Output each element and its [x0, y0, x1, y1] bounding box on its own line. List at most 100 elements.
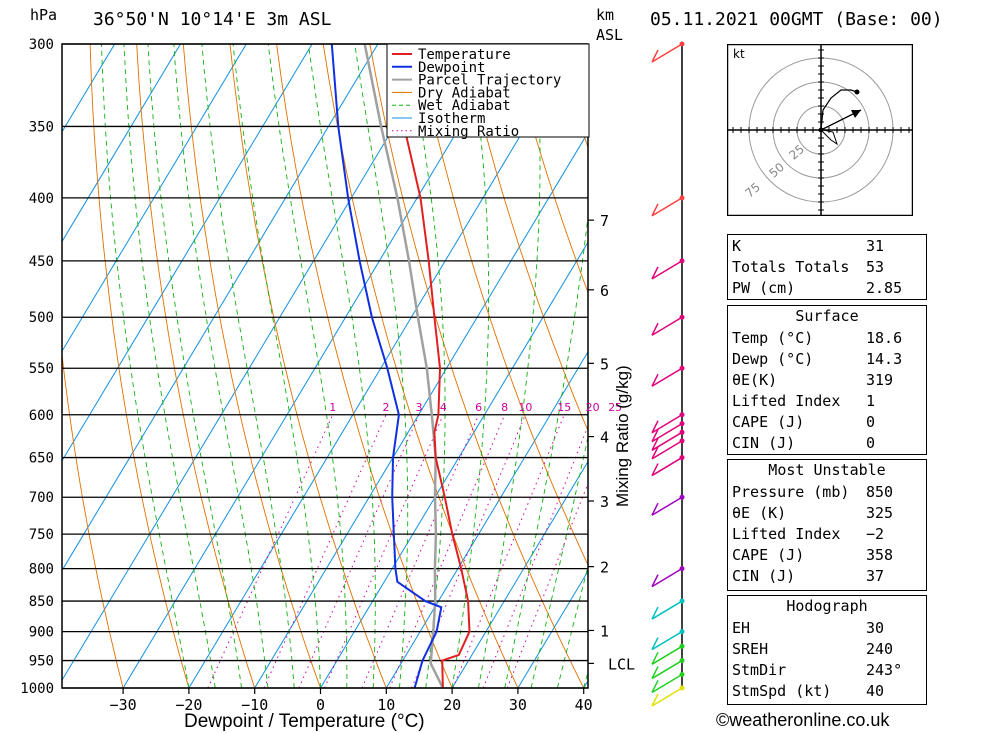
x-tick-label: 10: [377, 696, 395, 714]
surface-cin-value: 0: [866, 433, 876, 452]
legend-label: Dewpoint: [418, 60, 485, 76]
hodograph-low-trace: [820, 129, 838, 146]
legend-box: [386, 43, 590, 138]
wet-adiabat-line: [451, 44, 490, 688]
mixing-ratio-label: 8: [501, 401, 508, 414]
wind-barb-flag: [651, 373, 659, 387]
wind-barb-flag: [651, 574, 659, 587]
pressure-tick-label: 900: [29, 625, 54, 641]
mu-cin-value: 37: [866, 566, 885, 585]
surface-cin-label: CIN (J): [732, 433, 796, 452]
wind-barb: [651, 687, 683, 707]
dry-adiabat-line: [229, 44, 387, 688]
pressure-tick-label: 800: [29, 562, 54, 578]
pressure-tick-label: 450: [29, 254, 54, 270]
wind-barb: [651, 440, 683, 460]
wind-barb-flag: [651, 606, 659, 620]
pw-value: 2.85: [866, 278, 903, 297]
pressure-tick-label: 600: [29, 408, 54, 424]
wet-adiabat-line: [354, 44, 409, 688]
mixing-ratio-label: 1: [329, 401, 336, 414]
pressure-tick-label: 350: [29, 119, 54, 135]
wet-adiabat-line: [504, 212, 588, 688]
wind-barb: [651, 567, 683, 588]
eh-value: 30: [866, 618, 885, 637]
wind-barb: [651, 422, 683, 443]
legend-label: Dry Adiabat: [418, 85, 511, 101]
mu-li-value: −2: [866, 524, 885, 543]
wet-adiabat-line: [173, 44, 269, 688]
k-index-label: K: [732, 236, 742, 255]
mu-thetae-value: 325: [866, 503, 894, 522]
hpa-label: hPa: [30, 6, 58, 24]
x-tick-label: 0: [316, 696, 325, 714]
copyright: ©weatheronline.co.uk: [716, 710, 890, 730]
mixing-ratio-label: 20: [586, 401, 600, 414]
mixing-ratio-line: [506, 482, 588, 688]
temperature-line: [393, 44, 471, 688]
surface-temp-value: 18.6: [866, 328, 903, 347]
isotherm-line: [62, 44, 116, 133]
wet-adiabat-line: [123, 44, 216, 688]
wind-barb-flag: [651, 651, 659, 665]
surface-thetae-label: θE(K): [732, 370, 778, 389]
legend-label: Temperature: [418, 47, 511, 63]
isotherm-line: [451, 460, 588, 688]
eh-label: EH: [732, 618, 751, 637]
mu-cin-label: CIN (J): [732, 566, 796, 585]
mixing-ratio-line: [207, 414, 334, 688]
totals-totals-label: Totals Totals: [732, 257, 850, 276]
wind-barb: [651, 316, 683, 336]
wind-barb-flag: [651, 463, 659, 476]
surface-cape-label: CAPE (J): [732, 412, 805, 431]
surface-cape-value: 0: [866, 412, 876, 431]
pressure-tick-label: 750: [29, 527, 54, 543]
x-tick-label: −10: [241, 696, 268, 714]
km-tick-label: 2: [600, 559, 609, 577]
wet-adiabat-line: [101, 44, 190, 688]
legend-label: Mixing Ratio: [418, 124, 519, 140]
sreh-label: SREH: [732, 639, 769, 658]
surface-temp-label: Temp (°C): [732, 328, 814, 347]
x-tick-label: 20: [443, 696, 461, 714]
wind-barb: [651, 496, 683, 516]
pressure-tick-label: 1000: [20, 681, 54, 697]
km-tick-label: 5: [600, 355, 609, 373]
x-axis-label: Dewpoint / Temperature (°C): [184, 711, 425, 732]
pressure-tick-label: 950: [29, 654, 54, 670]
wind-profile: [651, 41, 685, 707]
wind-barb: [651, 673, 683, 694]
isotherm-line: [385, 350, 588, 688]
wet-adiabat-line: [267, 44, 348, 688]
sreh-value: 240: [866, 639, 894, 658]
hodograph-trace: [820, 89, 858, 131]
wind-barb-flag: [651, 446, 659, 460]
isotherm-line: [122, 44, 510, 688]
dry-adiabat-line: [976, 44, 1000, 688]
x-tick-label: 30: [509, 696, 527, 714]
surface-li-label: Lifted Index: [732, 391, 841, 410]
wind-barb-flag: [651, 203, 659, 217]
pressure-tick-label: 650: [29, 451, 54, 467]
mixing-ratio-line: [324, 414, 444, 688]
mixing-ratio-line: [452, 414, 565, 688]
mu-li-label: Lifted Index: [732, 524, 841, 543]
mu-thetae-label: θE (K): [732, 503, 787, 522]
km-tick-label: 7: [600, 212, 609, 230]
wet-adiabat-line: [232, 44, 321, 688]
dry-adiabat-line: [182, 44, 321, 688]
wind-barb-flag: [651, 322, 659, 336]
wind-barb-flag: [651, 502, 659, 516]
km-label: km: [596, 6, 615, 24]
stmdir-value: 243°: [866, 660, 903, 679]
location-title: 36°50'N 10°14'E 3m ASL: [93, 9, 332, 30]
surface-dewp-value: 14.3: [866, 349, 903, 368]
wind-barb-flag: [651, 693, 659, 707]
x-tick-label: −20: [175, 696, 202, 714]
wind-barb-flag: [651, 437, 659, 451]
mu-pressure-value: 850: [866, 482, 894, 501]
isotherm-line: [517, 570, 588, 688]
surface-title: Surface: [795, 307, 859, 325]
isotherm-line: [62, 44, 445, 682]
mu-cape-value: 358: [866, 545, 894, 564]
